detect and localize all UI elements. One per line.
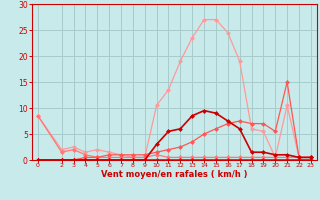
X-axis label: Vent moyen/en rafales ( km/h ): Vent moyen/en rafales ( km/h ) [101, 170, 248, 179]
